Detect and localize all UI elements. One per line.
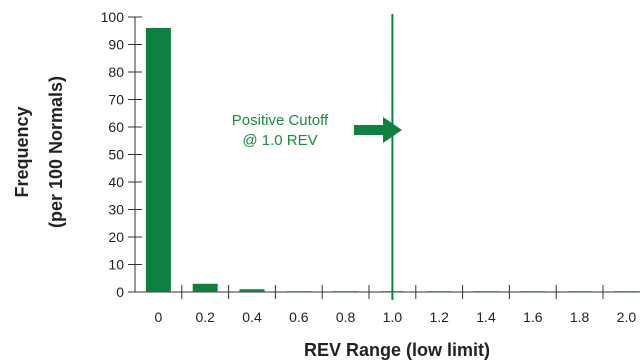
- y-tick-label: 80: [108, 64, 124, 80]
- cutoff-label-line2: @ 1.0 REV: [242, 132, 317, 149]
- axes: 0 10 20 30 40 50 60 70 80 90 100 0 0.2 0.4 0.6 0.8 1.0 1.…: [101, 9, 640, 325]
- cutoff-arrow-icon: [354, 117, 402, 143]
- bar: [286, 291, 312, 293]
- x-tick-label: 0.4: [242, 309, 262, 325]
- y-tick-label: 30: [108, 202, 124, 218]
- x-tick-label: 1.4: [476, 309, 496, 325]
- bar: [192, 283, 218, 292]
- x-tick-label: 1.8: [570, 309, 590, 325]
- x-tick-label: 2.0: [617, 309, 637, 325]
- y-tick-label: 40: [108, 174, 124, 190]
- x-tick-label: 0.8: [336, 309, 356, 325]
- bar: [567, 291, 593, 293]
- y-tick-label: 100: [101, 9, 125, 25]
- bar: [613, 291, 639, 293]
- bar: [145, 28, 171, 292]
- y-tick-label: 70: [108, 92, 124, 108]
- x-tick-label: 0.6: [289, 309, 309, 325]
- y-tick-label: 0: [116, 284, 124, 300]
- bar: [239, 289, 265, 292]
- y-tick-label: 90: [108, 37, 124, 53]
- y-axis-title-line2: (per 100 Normals): [46, 76, 66, 228]
- y-tick-label: 10: [108, 257, 124, 273]
- bars: [145, 28, 639, 293]
- x-tick-label: 1.0: [383, 309, 403, 325]
- cutoff-annotation: Positive Cutoff @ 1.0 REV: [232, 14, 402, 300]
- x-tick-label: 0: [155, 309, 163, 325]
- y-tick-label: 60: [108, 119, 124, 135]
- bar: [333, 291, 359, 293]
- cutoff-label-line1: Positive Cutoff: [232, 112, 329, 129]
- x-tick-label: 1.2: [429, 309, 449, 325]
- y-axis-title-line1: Frequency: [12, 106, 32, 197]
- y-tick-label: 20: [108, 229, 124, 245]
- bar: [520, 291, 546, 293]
- bar: [426, 291, 452, 293]
- bar: [473, 291, 499, 293]
- x-axis-title: REV Range (low limit): [304, 340, 490, 360]
- y-tick-label: 50: [108, 147, 124, 163]
- x-tick-label: 0.2: [195, 309, 215, 325]
- x-tick-label: 1.6: [523, 309, 543, 325]
